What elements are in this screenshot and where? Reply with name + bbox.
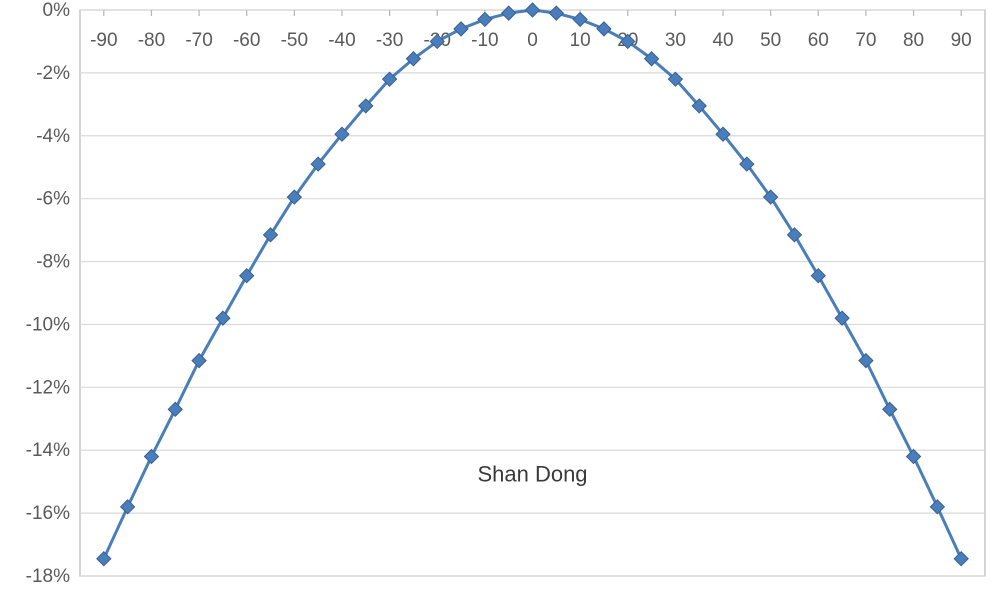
y-tick-label: -6%	[36, 189, 70, 210]
y-tick-label: -2%	[36, 63, 70, 84]
x-tick-label: 50	[760, 30, 781, 51]
x-tick-label: -30	[376, 30, 403, 51]
chart-container: 0% -2% -4% -6% -8% -10% -12% -14% -16% -18% -90 -80…	[0, 0, 1000, 590]
line-chart: 0% -2% -4% -6% -8% -10% -12% -14% -16% -18% -90 -80…	[0, 0, 1000, 590]
x-tick-label: -60	[233, 30, 260, 51]
y-tick-label: -8%	[36, 252, 70, 273]
chart-caption: Shan Dong	[477, 462, 587, 487]
x-tick-label: -10	[471, 30, 498, 51]
x-tick-label: 40	[712, 30, 733, 51]
x-tick-label: -40	[328, 30, 355, 51]
x-tick-label: 60	[808, 30, 829, 51]
x-tick-label: 70	[855, 30, 876, 51]
y-tick-label: -4%	[36, 126, 70, 147]
x-tick-label: 0	[527, 30, 538, 51]
x-tick-label: -80	[138, 30, 165, 51]
x-tick-label: -90	[90, 30, 117, 51]
x-tick-label: -70	[185, 30, 212, 51]
x-tick-label: 30	[665, 30, 686, 51]
y-tick-label: -10%	[26, 314, 70, 335]
x-tick-label: -50	[281, 30, 308, 51]
chart-bg	[0, 0, 1000, 590]
y-tick-label: -16%	[26, 503, 70, 524]
y-tick-label: -14%	[26, 440, 70, 461]
x-tick-label: 10	[570, 30, 591, 51]
y-tick-label: -18%	[26, 566, 70, 587]
y-tick-label: -12%	[26, 377, 70, 398]
y-tick-label: 0%	[43, 0, 71, 21]
x-tick-label: 90	[951, 30, 972, 51]
x-tick-label: 80	[903, 30, 924, 51]
